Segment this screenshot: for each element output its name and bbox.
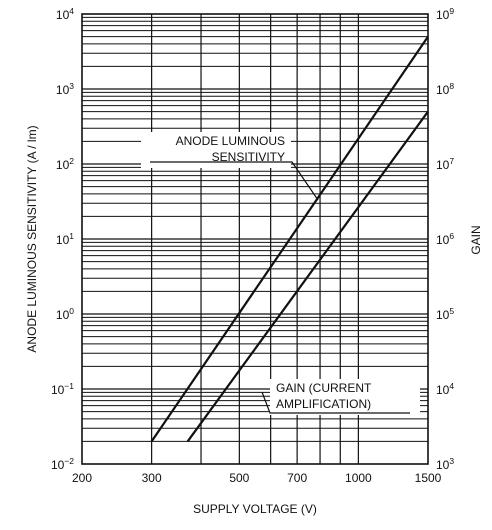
- annotation-anode-sensitivity-line: SENSITIVITY: [212, 150, 285, 164]
- annotation-gain-line: AMPLIFICATION): [276, 397, 371, 411]
- series-line-anode-sensitivity: [150, 35, 429, 443]
- x-tick-label: 1500: [415, 471, 442, 485]
- x-tick-label: 700: [287, 471, 307, 485]
- y-left-tick-label: 101: [56, 231, 74, 247]
- leader-gain: [261, 391, 410, 414]
- y-right-tick-label: 105: [436, 306, 454, 322]
- y-left-tick-label: 102: [56, 156, 74, 172]
- y-left-tick-label: 104: [56, 6, 74, 22]
- annotation-anode-sensitivity-line: ANODE LUMINOUS: [176, 134, 285, 148]
- y-right-tick-labels: 103 104 105 106 107 108 109: [436, 6, 454, 472]
- series-lines: [150, 35, 429, 443]
- y-right-tick-label: 107: [436, 156, 454, 172]
- x-axis-title: SUPPLY VOLTAGE (V): [193, 502, 317, 516]
- y-right-tick-label: 108: [436, 81, 454, 97]
- y-left-tick-labels: 10−2 10−1 100 101 102 103 104: [51, 6, 74, 472]
- annotations: ANODE LUMINOUS SENSITIVITY GAIN (CURRENT AM…: [141, 132, 420, 415]
- y-left-tick-label: 10−2: [51, 456, 74, 472]
- x-tick-label: 1000: [345, 471, 372, 485]
- annotation-gain-line: GAIN (CURRENT: [276, 381, 372, 395]
- y-left-tick-label: 103: [56, 81, 74, 97]
- plot-frame: [81, 13, 429, 465]
- x-tick-labels: 200 300 500 700 1000 1500: [72, 471, 442, 485]
- y-right-tick-label: 104: [436, 381, 454, 397]
- x-tick-label: 500: [229, 471, 249, 485]
- y-left-axis-title: ANODE LUMINOUS SENSITIVITY (A / lm): [25, 125, 39, 352]
- grid-y: [82, 16, 428, 442]
- y-right-tick-label: 103: [436, 456, 454, 472]
- y-left-tick-label: 100: [56, 306, 74, 322]
- y-left-tick-label: 10−1: [51, 381, 74, 397]
- leader-anode-sensitivity: [150, 161, 319, 201]
- y-right-tick-label: 109: [436, 6, 454, 22]
- y-right-tick-label: 106: [436, 231, 454, 247]
- y-right-axis-title: GAIN: [469, 225, 483, 254]
- annotation-gain-bg: [270, 379, 420, 415]
- x-tick-label: 300: [142, 471, 162, 485]
- x-tick-label: 200: [72, 471, 92, 485]
- series-line-gain: [186, 110, 429, 443]
